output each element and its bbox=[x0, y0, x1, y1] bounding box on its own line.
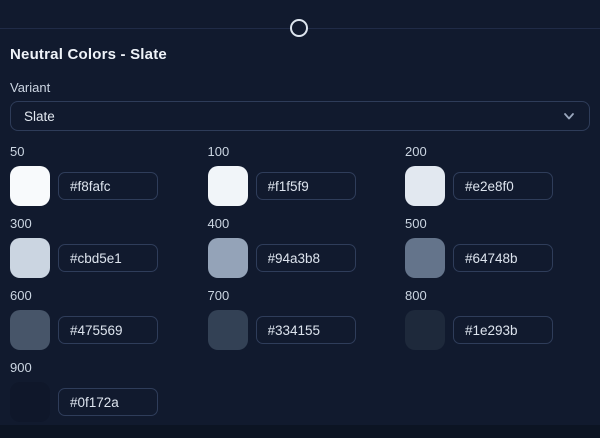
bottom-edge bbox=[0, 425, 600, 438]
color-swatch bbox=[10, 166, 50, 206]
swatch-cell-800: 800 bbox=[405, 288, 590, 350]
hex-input[interactable] bbox=[58, 172, 158, 200]
color-swatch bbox=[405, 310, 445, 350]
swatch-cell-400: 400 bbox=[207, 216, 406, 278]
hex-input[interactable] bbox=[255, 244, 356, 272]
swatch-cell-50: 50 bbox=[10, 144, 208, 206]
resize-handle-circle[interactable] bbox=[290, 19, 308, 37]
panel-content: Neutral Colors - Slate Variant Slate 50 … bbox=[10, 38, 590, 422]
hex-input[interactable] bbox=[453, 244, 553, 272]
hex-input[interactable] bbox=[255, 172, 356, 200]
swatch-cell-700: 700 bbox=[207, 288, 406, 350]
shade-label: 600 bbox=[10, 288, 32, 303]
hex-input[interactable] bbox=[58, 388, 158, 416]
shade-label: 400 bbox=[207, 216, 230, 231]
variant-label: Variant bbox=[10, 80, 51, 95]
color-swatch bbox=[405, 166, 445, 206]
shade-label: 200 bbox=[405, 144, 427, 159]
shade-label: 900 bbox=[10, 360, 32, 375]
hex-input[interactable] bbox=[58, 316, 158, 344]
swatch-cell-300: 300 bbox=[10, 216, 208, 278]
shade-label: 800 bbox=[405, 288, 427, 303]
hex-input[interactable] bbox=[453, 172, 553, 200]
swatch-grid: 50 100 200 bbox=[10, 144, 590, 422]
variant-select[interactable]: Slate bbox=[10, 101, 590, 131]
shade-label: 500 bbox=[405, 216, 427, 231]
swatch-cell-500: 500 bbox=[405, 216, 590, 278]
hex-input[interactable] bbox=[255, 316, 356, 344]
shade-label: 50 bbox=[10, 144, 25, 159]
shade-label: 300 bbox=[10, 216, 32, 231]
page-title: Neutral Colors - Slate bbox=[10, 46, 167, 63]
swatch-cell-200: 200 bbox=[405, 144, 590, 206]
swatch-cell-100: 100 bbox=[207, 144, 406, 206]
swatch-cell-900: 900 bbox=[10, 360, 208, 422]
color-swatch bbox=[405, 238, 445, 278]
color-swatch bbox=[207, 310, 248, 350]
chevron-down-icon bbox=[564, 113, 574, 120]
color-swatch bbox=[10, 382, 50, 422]
variant-selected-value: Slate bbox=[24, 108, 55, 124]
color-swatch bbox=[10, 310, 50, 350]
color-swatch bbox=[10, 238, 50, 278]
swatch-cell-600: 600 bbox=[10, 288, 208, 350]
hex-input[interactable] bbox=[453, 316, 553, 344]
shade-label: 700 bbox=[207, 288, 230, 303]
shade-label: 100 bbox=[207, 144, 230, 159]
color-swatch bbox=[207, 238, 248, 278]
hex-input[interactable] bbox=[58, 244, 158, 272]
color-swatch bbox=[207, 166, 248, 206]
